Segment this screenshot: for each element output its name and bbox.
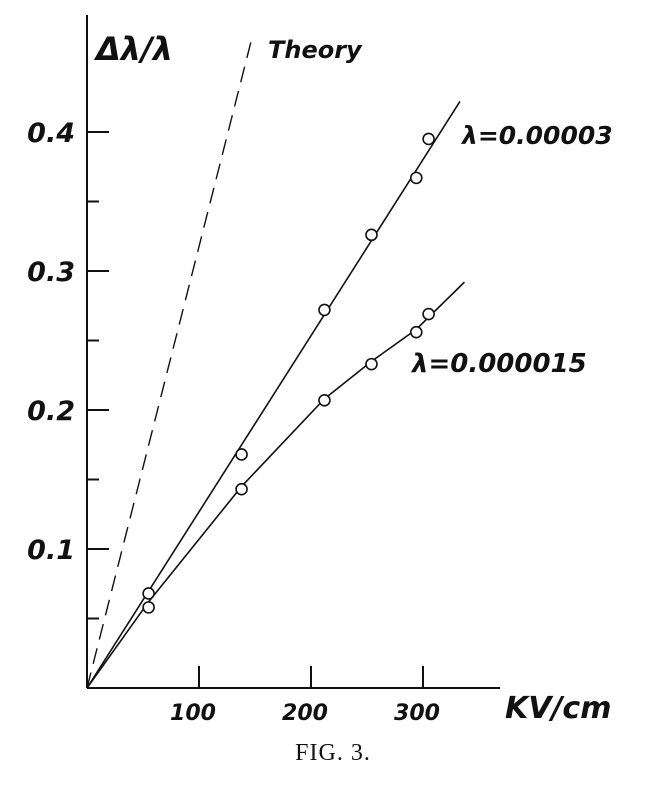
labels: Δλ/λ KV/cm Theory λ=0.00003 λ=0.000015	[93, 30, 613, 726]
data-point	[235, 482, 248, 496]
x-tick-label: 100	[170, 701, 216, 726]
x-axis-label: KV/cm	[505, 691, 611, 726]
x-tick-label: 200	[282, 701, 328, 726]
y-tick-label: 0.3	[27, 257, 75, 288]
x-tick-label: 300	[394, 701, 440, 726]
figure-caption: FIG. 3.	[295, 740, 371, 766]
series-label-2: λ=0.000015	[410, 349, 587, 379]
data-point	[142, 601, 155, 614]
series-layer	[86, 34, 466, 689]
chart: 0.1 0.2 0.3 0.4 100 200 300 Δλ/λ KV/cm Theory λ=0…	[27, 15, 613, 726]
series-label-1: λ=0.00003	[460, 121, 613, 150]
data-point	[318, 303, 331, 317]
data-point	[365, 228, 378, 242]
data-point	[409, 325, 423, 339]
data-point	[235, 448, 248, 461]
data-point	[409, 171, 423, 185]
data-point	[422, 307, 435, 321]
data-point	[318, 393, 331, 407]
series-line-1	[86, 100, 461, 689]
series-label-0: Theory	[268, 36, 363, 64]
data-point	[365, 357, 378, 371]
data-point	[422, 132, 435, 146]
series-line-0	[86, 34, 254, 689]
axes	[86, 15, 500, 689]
y-axis-label: Δλ/λ	[93, 30, 173, 68]
y-tick-label: 0.1	[27, 535, 75, 566]
data-point	[142, 587, 155, 600]
y-tick-label: 0.4	[27, 118, 75, 149]
ticks: 0.1 0.2 0.3 0.4 100 200 300	[27, 118, 440, 726]
series-line-2	[86, 281, 466, 689]
y-tick-label: 0.2	[27, 396, 75, 427]
